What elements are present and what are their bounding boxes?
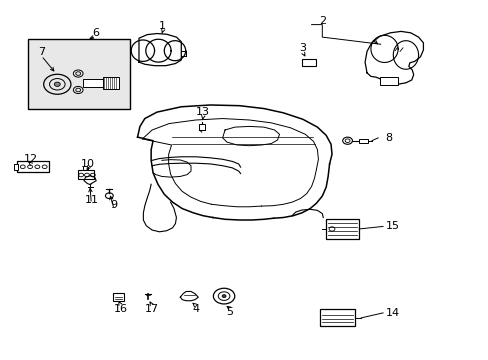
Bar <box>319 309 354 327</box>
Text: 14: 14 <box>385 308 399 318</box>
Circle shape <box>54 82 60 86</box>
Text: 16: 16 <box>113 303 127 314</box>
Text: 11: 11 <box>84 195 98 204</box>
Text: 9: 9 <box>110 200 118 210</box>
Text: 12: 12 <box>23 154 38 164</box>
Text: 1: 1 <box>159 21 166 31</box>
Bar <box>78 170 94 179</box>
Bar <box>103 77 119 89</box>
Text: 3: 3 <box>299 43 305 53</box>
Bar <box>379 77 397 85</box>
Bar <box>83 79 107 87</box>
Bar <box>325 219 359 239</box>
Text: 2: 2 <box>318 16 325 26</box>
Bar <box>301 59 316 66</box>
Text: 4: 4 <box>192 304 199 314</box>
Text: 17: 17 <box>145 304 159 314</box>
Circle shape <box>222 295 225 297</box>
Text: 7: 7 <box>38 47 45 57</box>
Bar <box>28 39 130 109</box>
Text: 13: 13 <box>196 107 210 117</box>
Bar <box>113 293 123 301</box>
Text: 15: 15 <box>385 221 399 231</box>
Text: 8: 8 <box>385 133 392 143</box>
Bar <box>17 161 48 172</box>
Text: 6: 6 <box>93 28 100 38</box>
Bar <box>358 139 367 143</box>
Bar <box>14 163 19 170</box>
Text: 10: 10 <box>81 159 95 169</box>
Bar <box>199 124 204 130</box>
Text: 5: 5 <box>226 307 233 317</box>
